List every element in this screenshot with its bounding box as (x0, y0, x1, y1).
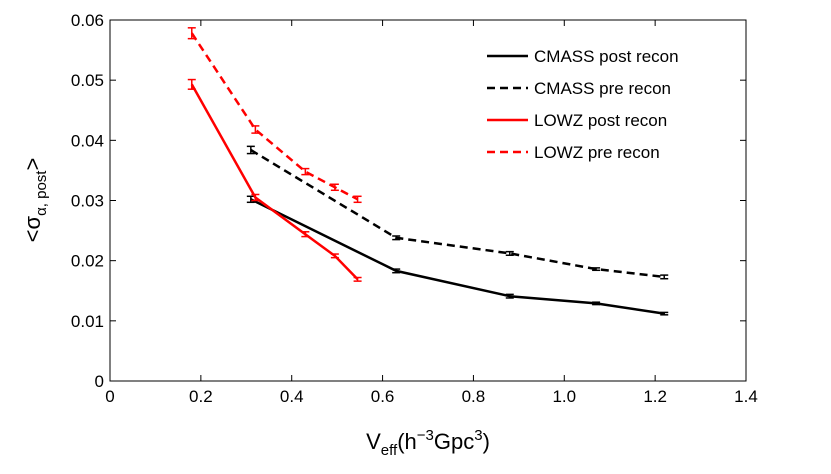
x-axis-title-main: V (366, 429, 381, 454)
data-point-lowz-pre-recon (353, 195, 362, 204)
data-point-lowz-post-recon (251, 193, 260, 202)
x-tick-label: 1.2 (643, 387, 667, 406)
x-axis-title-mid2: Gpc (434, 429, 474, 454)
series-lowz-pre-recon (187, 27, 362, 204)
data-point-lowz-post-recon (187, 78, 196, 90)
y-tick-label: 0.02 (71, 252, 104, 271)
y-tick-label: 0.01 (71, 312, 104, 331)
y-axis-title-sub: α, post (33, 170, 50, 216)
x-axis-title-sub: eff (381, 442, 398, 459)
legend-label: LOWZ post recon (534, 111, 667, 130)
x-tick-label: 0 (105, 387, 114, 406)
series-line-lowz-pre-recon (190, 32, 359, 201)
series-cmass-pre-recon (246, 145, 669, 280)
data-point-cmass-post-recon (505, 293, 514, 299)
series-line-cmass-pre-recon (250, 148, 665, 279)
x-axis-title-sup2: 3 (474, 427, 482, 444)
data-point-cmass-pre-recon (246, 145, 255, 155)
data-point-lowz-pre-recon (251, 125, 260, 134)
data-point-lowz-post-recon (301, 231, 310, 238)
y-tick-label: 0.06 (71, 11, 104, 30)
data-point-cmass-post-recon (660, 311, 669, 316)
series-layer (187, 27, 669, 316)
data-point-cmass-post-recon (392, 268, 401, 274)
series-lowz-post-recon (187, 78, 362, 282)
legend-label: CMASS pre recon (534, 79, 671, 98)
y-tick-label: 0 (95, 372, 104, 391)
data-point-cmass-pre-recon (505, 250, 514, 257)
series-cmass-post-recon (246, 195, 669, 316)
legend-label: CMASS post recon (534, 47, 679, 66)
y-axis-title-main: <σ (20, 215, 45, 242)
x-axis-title-sup1: −3 (417, 427, 434, 444)
legend-item-cmass-pre-recon: CMASS pre recon (487, 79, 671, 98)
x-axis-title: Veff(h−3Gpc3) (366, 427, 490, 459)
x-tick-label: 0.8 (462, 387, 486, 406)
legend-item-lowz-pre-recon: LOWZ pre recon (487, 143, 660, 162)
legend-label: LOWZ pre recon (534, 143, 660, 162)
data-point-cmass-pre-recon (392, 235, 401, 241)
y-axis-title-end: > (20, 158, 45, 171)
data-point-cmass-pre-recon (592, 267, 601, 272)
data-point-cmass-post-recon (592, 301, 601, 306)
data-point-lowz-pre-recon (330, 183, 339, 192)
legend-item-cmass-post-recon: CMASS post recon (487, 47, 679, 66)
data-point-lowz-post-recon (353, 276, 362, 282)
data-point-lowz-pre-recon (187, 27, 196, 40)
data-point-cmass-pre-recon (660, 274, 669, 280)
data-point-lowz-pre-recon (301, 167, 310, 176)
x-tick-label: 0.2 (189, 387, 213, 406)
y-tick-label: 0.04 (71, 131, 104, 150)
x-tick-label: 1.0 (552, 387, 576, 406)
x-tick-label: 0.4 (280, 387, 304, 406)
x-tick-label: 1.4 (734, 387, 758, 406)
y-tick-label: 0.05 (71, 71, 104, 90)
axis-ticks: 0 0.2 0.4 0.6 0.8 1.0 1.2 1.4 0 0.01 0.02 0.03 0.04 0… (71, 11, 758, 406)
y-tick-label: 0.03 (71, 192, 104, 211)
legend-item-lowz-post-recon: LOWZ post recon (487, 111, 667, 130)
legend: CMASS post recon CMASS pre recon LOWZ post… (474, 32, 736, 180)
data-point-lowz-post-recon (330, 253, 339, 259)
x-axis-title-end: ) (483, 429, 490, 454)
x-tick-label: 0.6 (371, 387, 395, 406)
y-axis-title: <σα, post> (20, 158, 50, 243)
x-axis-title-mid: (h (397, 429, 417, 454)
